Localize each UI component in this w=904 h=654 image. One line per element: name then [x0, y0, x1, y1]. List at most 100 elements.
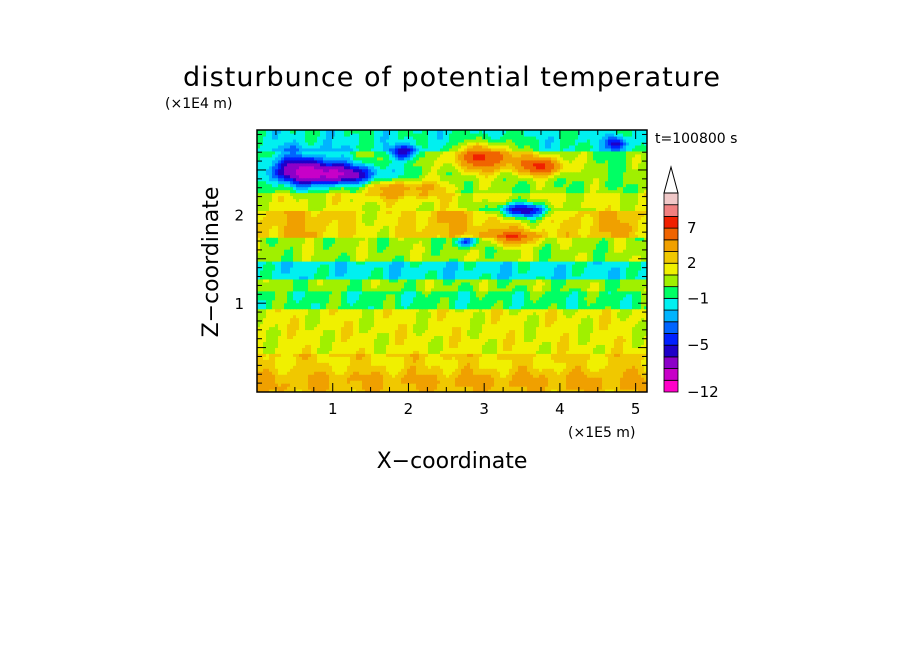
heatmap-cell — [335, 332, 339, 337]
heatmap-cell — [566, 350, 570, 354]
heatmap-cell — [569, 350, 573, 354]
heatmap-cell — [320, 308, 324, 313]
heatmap-cell — [590, 323, 594, 328]
heatmap-cell — [407, 341, 411, 345]
heatmap-cell — [380, 311, 384, 316]
heatmap-cell — [617, 350, 621, 354]
heatmap-cell — [428, 296, 432, 301]
heatmap-cell — [413, 293, 417, 298]
heatmap-cell — [296, 371, 300, 375]
heatmap-cell — [410, 281, 414, 286]
heatmap-cell — [269, 305, 273, 310]
heatmap-cell — [335, 389, 339, 392]
heatmap-cell — [311, 377, 315, 381]
heatmap-cell — [398, 314, 402, 319]
heatmap-cell — [305, 362, 309, 366]
heatmap-cell — [515, 383, 519, 387]
heatmap-cell — [293, 299, 297, 304]
heatmap-cell — [560, 305, 564, 310]
heatmap-cell — [578, 329, 582, 334]
heatmap-cell — [578, 377, 582, 381]
heatmap-cell — [608, 377, 612, 381]
heatmap-cell — [260, 374, 264, 378]
heatmap-cell — [611, 317, 615, 322]
heatmap-cell — [551, 335, 555, 340]
heatmap-cell — [269, 347, 273, 351]
heatmap-cell — [620, 335, 624, 340]
heatmap-cell — [611, 380, 615, 384]
heatmap-cell — [266, 365, 270, 369]
heatmap-cell — [416, 341, 420, 345]
heatmap-cell — [440, 332, 444, 337]
heatmap-cell — [443, 293, 447, 298]
heatmap-cell — [548, 290, 552, 295]
heatmap-cell — [428, 365, 432, 369]
heatmap-cell — [335, 290, 339, 295]
heatmap-cell — [527, 305, 531, 310]
heatmap-cell — [497, 290, 501, 295]
heatmap-cell — [521, 374, 525, 378]
heatmap-cell — [578, 284, 582, 289]
heatmap-cell — [575, 377, 579, 381]
heatmap-cell — [617, 368, 621, 372]
heatmap-cell — [491, 335, 495, 340]
heatmap-cell — [287, 320, 291, 325]
heatmap-cell — [446, 299, 450, 304]
heatmap-cell — [422, 290, 426, 295]
heatmap-cell — [560, 332, 564, 337]
heatmap-cell — [545, 341, 549, 345]
heatmap-cell — [335, 341, 339, 345]
heatmap-cell — [473, 281, 477, 286]
heatmap-cell — [275, 359, 279, 363]
heatmap-cell — [320, 305, 324, 310]
heatmap-cell — [641, 377, 645, 381]
heatmap-cell — [305, 359, 309, 363]
heatmap-cell — [476, 284, 480, 289]
heatmap-cell — [299, 290, 303, 295]
heatmap-cell — [410, 371, 414, 375]
heatmap-cell — [554, 302, 558, 307]
heatmap-cell — [458, 326, 462, 331]
heatmap-cell — [491, 380, 495, 384]
heatmap-cell — [272, 371, 276, 375]
heatmap-cell — [314, 371, 318, 375]
heatmap-cell — [431, 305, 435, 310]
heatmap-cell — [593, 344, 597, 348]
heatmap-cell — [614, 332, 618, 337]
heatmap-cell — [458, 359, 462, 363]
heatmap-cell — [380, 299, 384, 304]
heatmap-cell — [314, 356, 318, 360]
heatmap-cell — [635, 314, 639, 319]
heatmap-cell — [500, 371, 504, 375]
heatmap-cell — [437, 338, 441, 342]
heatmap-cell — [380, 350, 384, 354]
heatmap-cell — [341, 386, 345, 390]
heatmap-cell — [587, 302, 591, 307]
heatmap-cell — [296, 347, 300, 351]
heatmap-cell — [329, 308, 333, 313]
heatmap-cell — [578, 287, 582, 292]
heatmap-cell — [275, 338, 279, 342]
heatmap-cell — [389, 344, 393, 348]
heatmap-cell — [347, 320, 351, 325]
heatmap-cell — [392, 356, 396, 360]
heatmap-cell — [536, 296, 540, 301]
heatmap-cell — [314, 377, 318, 381]
heatmap-cell — [623, 305, 627, 310]
heatmap-cell — [269, 353, 273, 357]
heatmap-cell — [638, 341, 642, 345]
heatmap-cell — [590, 326, 594, 331]
heatmap-cell — [542, 368, 546, 372]
heatmap-cell — [605, 344, 609, 348]
heatmap-cell — [545, 356, 549, 360]
heatmap-cell — [455, 299, 459, 304]
heatmap-cell — [353, 374, 357, 378]
heatmap-cell — [458, 323, 462, 328]
heatmap-cell — [461, 365, 465, 369]
heatmap-cell — [500, 296, 504, 301]
heatmap-cell — [467, 311, 471, 316]
heatmap-cell — [458, 278, 462, 283]
heatmap-cell — [365, 302, 369, 307]
heatmap-cell — [416, 302, 420, 307]
heatmap-cell — [413, 323, 417, 328]
